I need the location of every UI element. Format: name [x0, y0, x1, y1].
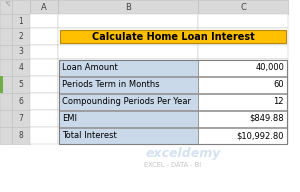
Text: Periods Term in Months: Periods Term in Months — [62, 80, 160, 89]
Text: 7: 7 — [19, 114, 23, 123]
Bar — [12, 0, 30, 14]
Bar — [58, 0, 198, 14]
Bar — [12, 14, 30, 28]
Bar — [30, 28, 58, 45]
Bar — [30, 110, 58, 127]
Bar — [30, 76, 58, 93]
Text: $849.88: $849.88 — [249, 114, 284, 123]
Bar — [59, 60, 287, 143]
Bar — [198, 28, 288, 45]
Bar — [60, 30, 286, 43]
Bar — [12, 110, 30, 127]
Bar — [198, 60, 287, 75]
Bar — [58, 127, 198, 144]
Bar — [59, 60, 198, 75]
Text: 5: 5 — [19, 80, 23, 89]
Bar — [0, 0, 12, 14]
Bar — [198, 94, 287, 109]
Bar — [0, 45, 12, 59]
Text: C: C — [240, 2, 246, 12]
Text: 40,000: 40,000 — [255, 63, 284, 72]
Bar — [12, 76, 30, 93]
Bar — [58, 59, 198, 76]
Bar — [30, 59, 58, 76]
Bar — [59, 76, 198, 93]
Bar — [198, 111, 287, 127]
Bar — [59, 94, 198, 109]
Bar — [198, 127, 288, 144]
Bar — [58, 14, 198, 28]
Text: Compounding Periods Per Year: Compounding Periods Per Year — [62, 97, 191, 106]
Bar — [0, 127, 12, 144]
Text: 3: 3 — [19, 47, 23, 56]
Bar — [198, 127, 287, 143]
Bar — [30, 0, 58, 14]
Text: Calculate Home Loan Interest: Calculate Home Loan Interest — [92, 31, 254, 41]
Bar — [58, 45, 198, 59]
Text: 4: 4 — [19, 63, 23, 72]
Bar — [0, 93, 12, 110]
Bar — [12, 93, 30, 110]
Bar — [198, 45, 288, 59]
Bar — [0, 28, 12, 45]
Text: 12: 12 — [274, 97, 284, 106]
Bar — [198, 76, 287, 93]
Bar — [12, 28, 30, 45]
Bar — [30, 127, 58, 144]
Bar — [30, 93, 58, 110]
Bar — [0, 110, 12, 127]
Text: $10,992.80: $10,992.80 — [236, 131, 284, 140]
Bar — [198, 14, 288, 28]
Bar — [12, 127, 30, 144]
Bar — [198, 0, 288, 14]
Bar — [198, 76, 288, 93]
Bar — [59, 111, 198, 127]
Bar — [0, 76, 3, 93]
Text: 60: 60 — [273, 80, 284, 89]
Bar — [198, 110, 288, 127]
Text: 1: 1 — [19, 17, 23, 26]
Bar — [0, 76, 12, 93]
Bar — [30, 45, 58, 59]
Bar — [59, 127, 198, 143]
Text: EMI: EMI — [62, 114, 77, 123]
Text: Total Interest: Total Interest — [62, 131, 117, 140]
Bar — [58, 28, 198, 45]
Bar — [198, 59, 288, 76]
Bar — [0, 14, 12, 28]
Bar — [58, 93, 198, 110]
Text: 8: 8 — [19, 131, 23, 140]
Bar — [0, 59, 12, 76]
Text: EXCEL - DATA - BI: EXCEL - DATA - BI — [144, 162, 202, 168]
Text: 6: 6 — [19, 97, 23, 106]
Text: B: B — [125, 2, 131, 12]
Bar — [58, 110, 198, 127]
Bar — [58, 76, 198, 93]
Bar — [12, 45, 30, 59]
Text: 2: 2 — [19, 32, 23, 41]
Text: exceldemy: exceldemy — [145, 147, 221, 161]
Text: A: A — [41, 2, 47, 12]
Bar — [30, 14, 58, 28]
Text: Loan Amount: Loan Amount — [62, 63, 118, 72]
Bar — [12, 59, 30, 76]
Bar — [198, 93, 288, 110]
